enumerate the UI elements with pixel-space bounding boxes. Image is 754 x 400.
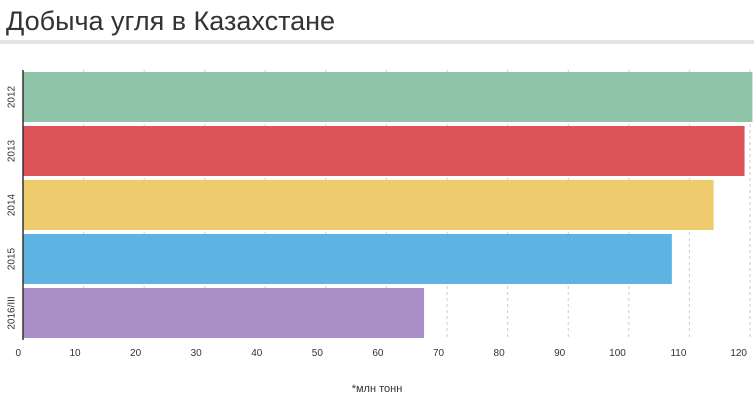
y-tick-label: 2016/III: [7, 296, 18, 329]
x-tick-label: 10: [69, 348, 81, 359]
bar: [23, 126, 745, 176]
bar: [23, 72, 753, 122]
x-tick-label: 100: [609, 348, 626, 359]
x-tick-label: 120: [730, 348, 747, 359]
x-tick-label: 50: [312, 348, 324, 359]
x-tick-label: 110: [670, 348, 686, 359]
bar: [23, 288, 425, 338]
x-tick-label: 20: [130, 348, 142, 359]
x-tick-label: 80: [494, 348, 506, 359]
x-tick-label: 0: [15, 348, 21, 359]
x-tick-label: 60: [372, 348, 384, 359]
title-rule: [0, 40, 754, 44]
bar: [23, 234, 672, 284]
note: *млн тонн: [352, 383, 403, 395]
x-tick-label: 30: [191, 348, 203, 359]
chart-title: Добыча угля в Казахстане: [6, 6, 335, 36]
y-tick-label: 2013: [7, 139, 18, 162]
y-tick-label: 2015: [7, 247, 18, 270]
x-tick-label: 70: [433, 348, 445, 359]
y-tick-label: 2012: [7, 85, 18, 108]
bar: [23, 180, 714, 230]
x-tick-label: 40: [251, 348, 263, 359]
x-tick-label: 90: [554, 348, 566, 359]
y-tick-label: 2014: [7, 193, 18, 216]
